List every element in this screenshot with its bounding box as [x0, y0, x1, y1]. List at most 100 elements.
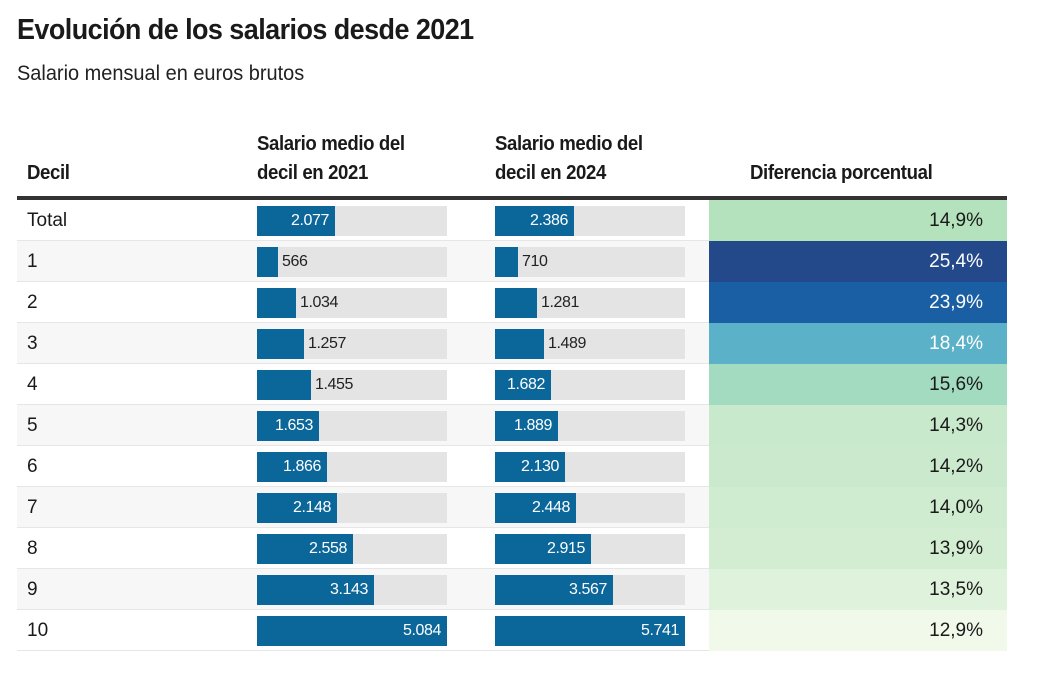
diff-cell: 23,9%: [709, 282, 1007, 323]
bar-label-2024: 1.489: [548, 335, 587, 352]
bar-label-2021: 566: [282, 253, 308, 270]
bar-track-2024: 2.915: [495, 534, 685, 564]
decil-label: 7: [27, 497, 38, 518]
decil-label: 3: [27, 333, 38, 354]
bar-label-2021: 1.866: [282, 458, 321, 475]
header-diff: Diferencia porcentual: [750, 162, 933, 184]
bar-2024: [495, 288, 537, 318]
table-row: 4 1.455 1.682 15,6%: [17, 364, 1007, 405]
bar-label-2021: 1.653: [274, 417, 313, 434]
bar-track-2021: 2.077: [257, 206, 447, 236]
bar-track-2024: 2.130: [495, 452, 685, 482]
bar-track-2021: 1.034: [257, 288, 447, 318]
bar-track-2024: 5.741: [495, 616, 685, 646]
bar-2021: [257, 370, 311, 400]
diff-cell: 25,4%: [709, 241, 1007, 282]
bar-2021: [257, 206, 335, 236]
diff-cell: 15,6%: [709, 364, 1007, 405]
header-decil: Decil: [27, 162, 70, 184]
decil-label: 9: [27, 579, 38, 600]
bar-label-2024: 1.281: [541, 294, 580, 311]
table-row: 1 566 710 25,4%: [17, 241, 1007, 282]
bar-2021: [257, 329, 304, 359]
bar-track-2021: 1.653: [257, 411, 447, 441]
bar-label-2021: 1.455: [315, 376, 354, 393]
table-row: 8 2.558 2.915 13,9%: [17, 528, 1007, 569]
bar-label-2024: 1.889: [513, 417, 552, 434]
bar-2021: [257, 616, 447, 646]
bar-2024: [495, 247, 518, 277]
table-header: Decil Salario medio del decil en 2021 Sa…: [17, 132, 1007, 200]
bar-label-2021: 2.077: [290, 212, 329, 229]
bar-track-2021: 566: [257, 247, 447, 277]
bar-2024: [495, 493, 576, 523]
bar-label-2024: 710: [522, 253, 548, 270]
table-row: 7 2.148 2.448 14,0%: [17, 487, 1007, 528]
bar-2024: [495, 616, 685, 646]
bar-track-2021: 2.148: [257, 493, 447, 523]
diff-cell: 14,3%: [709, 405, 1007, 446]
decil-label: 6: [27, 456, 38, 477]
bar-label-2024: 2.386: [529, 212, 568, 229]
bar-track-2024: 1.889: [495, 411, 685, 441]
table-row: Total 2.077 2.386 14,9%: [17, 200, 1007, 241]
decil-label: Total: [27, 210, 68, 231]
decil-label: 2: [27, 292, 38, 313]
bar-2021: [257, 452, 327, 482]
bar-2024: [495, 370, 551, 400]
bar-label-2024: 5.741: [640, 622, 679, 639]
bar-2021: [257, 411, 319, 441]
bar-2021: [257, 288, 296, 318]
bar-track-2021: 1.257: [257, 329, 447, 359]
bar-track-2024: 2.386: [495, 206, 685, 236]
diff-cell: 12,9%: [709, 610, 1007, 651]
bar-track-2021: 2.558: [257, 534, 447, 564]
bar-label-2021: 3.143: [329, 581, 368, 598]
bar-2024: [495, 575, 613, 605]
bar-2024: [495, 329, 544, 359]
bar-2021: [257, 534, 353, 564]
bar-track-2024: 710: [495, 247, 685, 277]
bar-label-2024: 2.130: [520, 458, 559, 475]
table-body: Total 2.077 2.386 14,9% 1 566 710 25,4% 2 1.034 1.…: [17, 200, 1007, 651]
bar-track-2024: 1.281: [495, 288, 685, 318]
table-row: 2 1.034 1.281 23,9%: [17, 282, 1007, 323]
bar-label-2024: 1.682: [506, 376, 545, 393]
decil-label: 8: [27, 538, 38, 559]
bar-label-2021: 2.558: [308, 540, 347, 557]
bar-track-2021: 1.455: [257, 370, 447, 400]
chart-subtitle: Salario mensual en euros brutos: [17, 62, 305, 85]
bar-2024: [495, 411, 558, 441]
decil-label: 1: [27, 251, 38, 272]
bar-2024: [495, 206, 574, 236]
bar-track-2021: 3.143: [257, 575, 447, 605]
decil-label: 10: [27, 620, 49, 641]
table-row: 9 3.143 3.567 13,5%: [17, 569, 1007, 610]
bar-label-2021: 1.034: [300, 294, 339, 311]
header-2021: Salario medio del decil en 2021: [257, 130, 448, 188]
bar-2021: [257, 247, 278, 277]
bar-track-2024: 1.682: [495, 370, 685, 400]
table-row: 6 1.866 2.130 14,2%: [17, 446, 1007, 487]
bar-track-2021: 5.084: [257, 616, 447, 646]
bar-label-2021: 5.084: [402, 622, 441, 639]
bar-track-2024: 1.489: [495, 329, 685, 359]
chart-title: Evolución de los salarios desde 2021: [17, 14, 474, 46]
bar-track-2024: 3.567: [495, 575, 685, 605]
diff-cell: 14,0%: [709, 487, 1007, 528]
salary-table: Decil Salario medio del decil en 2021 Sa…: [17, 132, 1007, 651]
header-2021-text: Salario medio del decil en 2021: [257, 133, 405, 184]
diff-cell: 18,4%: [709, 323, 1007, 364]
bar-2024: [495, 452, 565, 482]
bar-2024: [495, 534, 591, 564]
header-2024: Salario medio del decil en 2024: [495, 130, 686, 188]
table-row: 3 1.257 1.489 18,4%: [17, 323, 1007, 364]
table-row: 10 5.084 5.741 12,9%: [17, 610, 1007, 651]
diff-cell: 13,9%: [709, 528, 1007, 569]
diff-cell: 13,5%: [709, 569, 1007, 610]
decil-label: 5: [27, 415, 38, 436]
table-row: 5 1.653 1.889 14,3%: [17, 405, 1007, 446]
bar-2021: [257, 493, 337, 523]
bar-2021: [257, 575, 374, 605]
diff-cell: 14,9%: [709, 200, 1007, 241]
